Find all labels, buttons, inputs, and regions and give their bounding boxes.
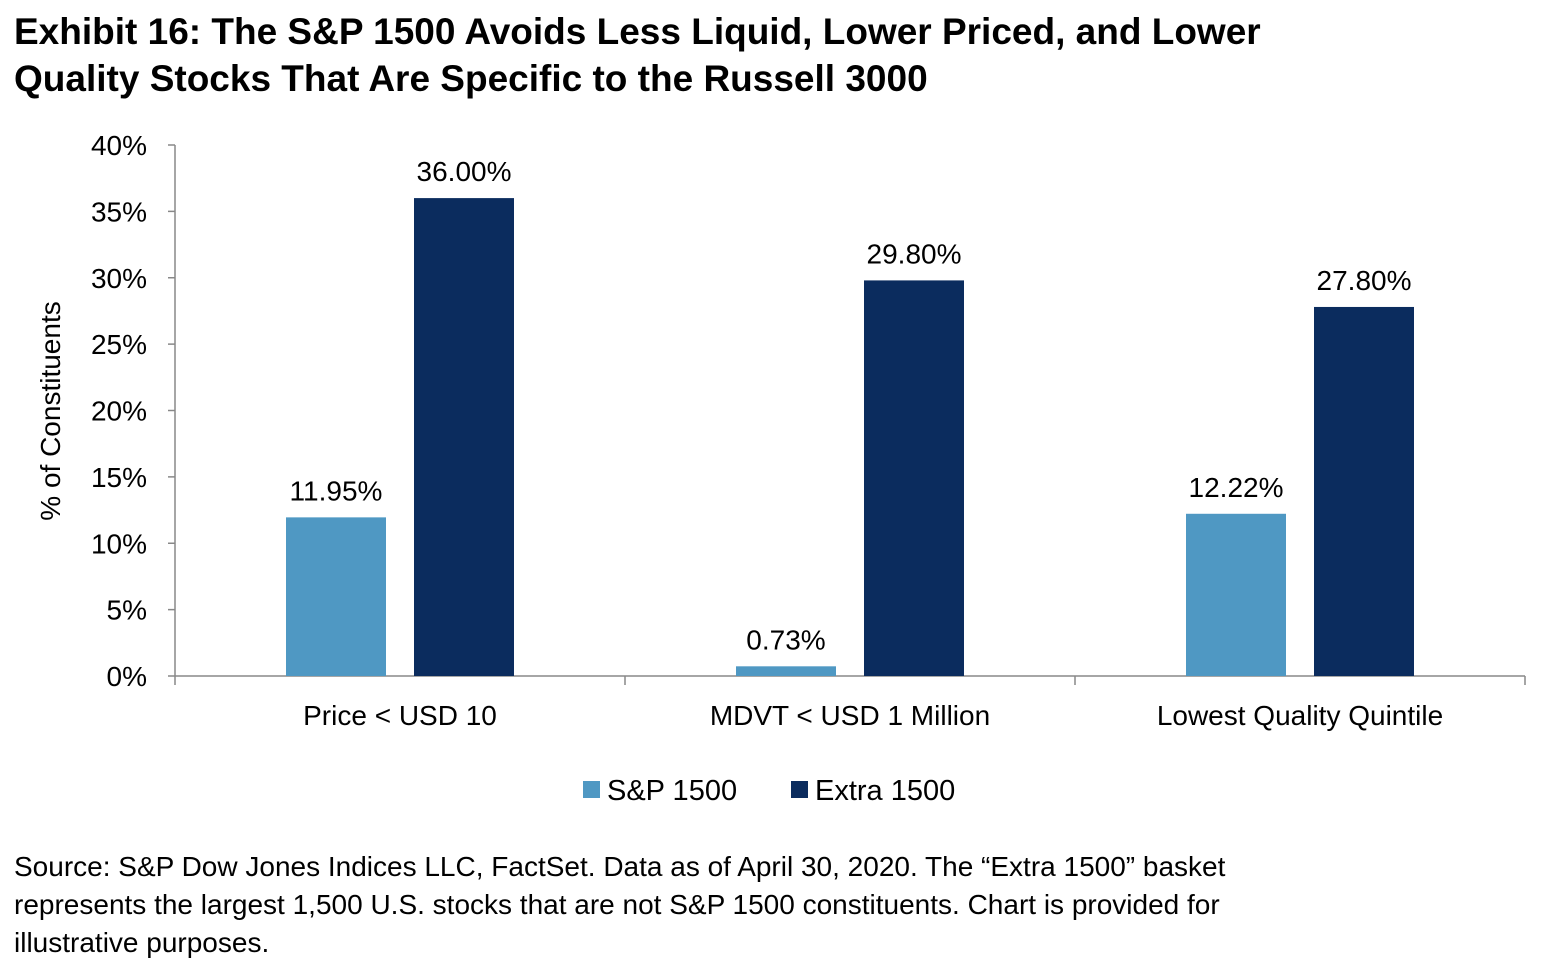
data-label: 36.00% xyxy=(417,156,512,187)
y-tick-label: 30% xyxy=(91,263,147,294)
y-tick-label: 0% xyxy=(107,661,147,692)
y-tick-label: 15% xyxy=(91,462,147,493)
bar-extra-1500 xyxy=(1314,306,1414,676)
legend-swatch xyxy=(583,781,600,798)
y-tick-label: 10% xyxy=(91,528,147,559)
data-label: 0.73% xyxy=(746,624,825,655)
y-tick-label: 25% xyxy=(91,329,147,360)
source-line-3: illustrative purposes. xyxy=(14,927,270,958)
bar-s-p-1500 xyxy=(736,666,836,676)
source-note: Source: S&P Dow Jones Indices LLC, FactS… xyxy=(14,848,1514,962)
data-label: 29.80% xyxy=(867,238,962,269)
legend-label: S&P 1500 xyxy=(607,775,737,807)
y-tick-label: 40% xyxy=(91,130,147,161)
bar-extra-1500 xyxy=(864,280,964,676)
x-tick-label: Price < USD 10 xyxy=(303,700,497,731)
title-line-2: Quality Stocks That Are Specific to the … xyxy=(14,58,928,99)
legend-label: Extra 1500 xyxy=(815,775,955,807)
x-tick-label: Lowest Quality Quintile xyxy=(1157,700,1443,731)
data-label: 27.80% xyxy=(1317,265,1412,296)
title-line-1: Exhibit 16: The S&P 1500 Avoids Less Liq… xyxy=(14,11,1261,52)
chart-title: Exhibit 16: The S&P 1500 Avoids Less Liq… xyxy=(14,8,1261,102)
y-axis-label: % of Constituents xyxy=(35,301,66,520)
y-tick-label: 35% xyxy=(91,196,147,227)
bar-s-p-1500 xyxy=(286,517,386,676)
legend-swatch xyxy=(791,781,808,798)
source-line-1: Source: S&P Dow Jones Indices LLC, FactS… xyxy=(14,851,1226,882)
y-tick-label: 5% xyxy=(107,595,147,626)
data-label: 12.22% xyxy=(1189,472,1284,503)
bar-extra-1500 xyxy=(414,198,514,676)
y-tick-label: 20% xyxy=(91,396,147,427)
source-line-2: represents the largest 1,500 U.S. stocks… xyxy=(14,889,1220,920)
x-tick-label: MDVT < USD 1 Million xyxy=(710,700,990,731)
bar-s-p-1500 xyxy=(1186,513,1286,676)
data-label: 11.95% xyxy=(290,475,383,506)
